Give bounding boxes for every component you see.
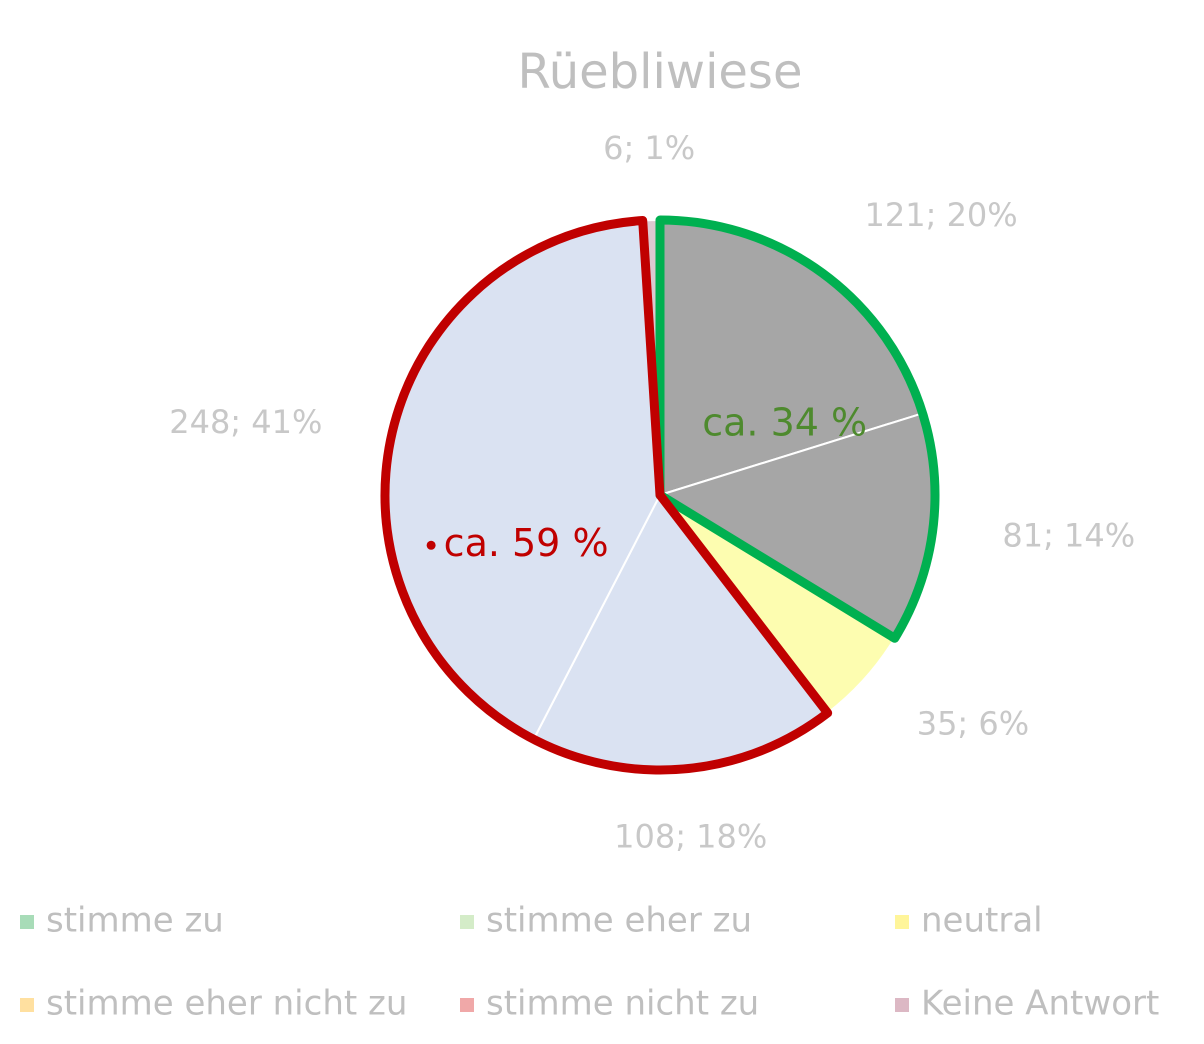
annotation: ca. 34 % bbox=[702, 401, 867, 445]
legend-label: Keine Antwort bbox=[921, 984, 1159, 1024]
annotation: ca. 59 % bbox=[444, 521, 609, 565]
legend-label: neutral bbox=[921, 901, 1043, 941]
group-outline bbox=[655, 215, 940, 643]
legend-swatch bbox=[20, 998, 34, 1012]
legend-swatch bbox=[20, 915, 34, 929]
legend-label: stimme zu bbox=[46, 901, 224, 941]
legend-label: stimme eher zu bbox=[486, 901, 752, 941]
data-label: 35; 6% bbox=[917, 704, 1029, 742]
group-outline bbox=[380, 216, 833, 775]
legend-label: stimme nicht zu bbox=[486, 984, 759, 1024]
legend-swatch bbox=[460, 998, 474, 1012]
data-label: 121; 20% bbox=[865, 196, 1018, 234]
data-label: 108; 18% bbox=[614, 818, 767, 856]
data-label: 6; 1% bbox=[603, 129, 695, 167]
chart-title: Rüebliwiese bbox=[518, 44, 803, 100]
data-label: 248; 41% bbox=[169, 403, 322, 441]
bullet bbox=[426, 540, 436, 550]
legend-swatch bbox=[895, 998, 909, 1012]
legend-swatch bbox=[460, 915, 474, 929]
legend-swatch bbox=[895, 915, 909, 929]
data-label: 81; 14% bbox=[1002, 516, 1135, 554]
legend-label: stimme eher nicht zu bbox=[46, 984, 407, 1024]
